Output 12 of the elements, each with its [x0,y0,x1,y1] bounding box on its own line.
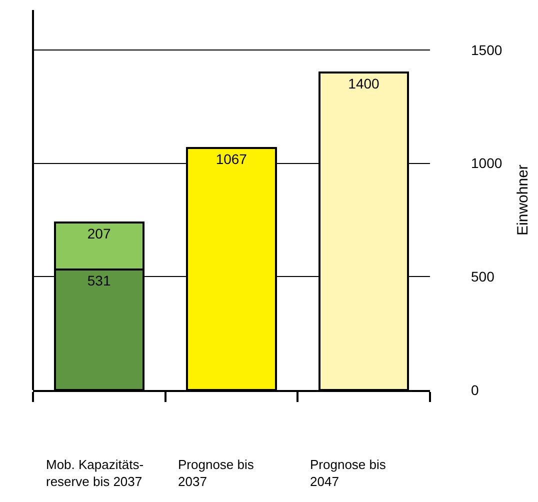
data-label: 531 [87,272,111,289]
data-label: 1400 [348,76,380,92]
y-axis-title: Einwohner [514,164,532,236]
y-tick-label: 0 [471,382,479,398]
x-tick-label: Prognose bis 2047 [310,457,386,489]
data-label: 1067 [216,151,248,168]
y-tick-label: 500 [471,268,495,285]
y-tick-label: 1500 [471,42,502,58]
y-tick-label: 1000 [471,155,502,172]
data-label: 207 [87,226,111,242]
x-tick-label: Prognose bis 2037 [178,457,254,489]
x-tick-label: Mob. Kapazitäts- reserve bis 2037 [46,457,144,489]
